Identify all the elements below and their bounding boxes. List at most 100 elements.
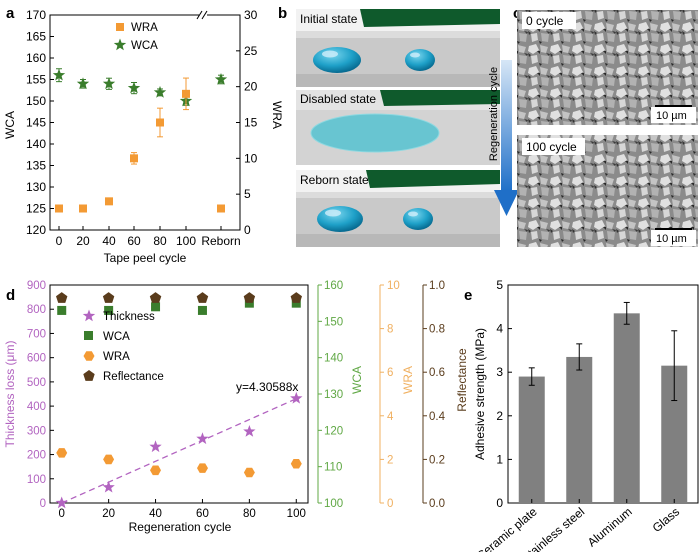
panel-a-x-tick-label: 40 [102,234,116,248]
thickness-fit-line [61,398,297,504]
adhesion-bar [566,356,593,503]
wca-axis-tick-label: 140 [324,353,343,365]
panel-a-left-tick-label: 130 [26,180,46,194]
legend-reflectance-marker [83,370,95,381]
panel-a-right-tick-label: 10 [244,151,258,165]
spread-water-film [311,114,439,152]
wra-point [55,204,63,213]
panel-e-y-tick-label: 0 [496,496,503,510]
scale-bar-label-1: 10 µm [656,110,687,122]
thickness-axis-tick-label: 100 [27,474,46,486]
panel-a-right-tick-label: 25 [244,44,258,58]
wra-point [156,118,164,127]
reflectance-point [102,292,115,303]
panel-a-left-tick-label: 135 [26,159,46,173]
sem-image-0-cycle: 0 cycle 10 µm [517,10,698,125]
panel-d-fit-equation: y=4.30588x [236,380,298,394]
panel-e-x-tick-label: Aluminum [585,505,635,550]
legend-wca-marker [113,38,127,51]
reflectance-axis-tick-label: 1.0 [429,280,445,292]
wra-point [182,89,190,98]
thickness-axis-tick-label: 700 [27,328,46,340]
wca-point [197,305,207,315]
thickness-point [196,432,209,445]
panel-a-right-tick-label: 30 [244,8,258,22]
thickness-axis-tick-label: 500 [27,377,46,389]
wra-point [130,154,138,163]
panel-a-left-tick-label: 150 [26,94,46,108]
reflectance-axis-tick-label: 0.8 [429,324,445,336]
legend-wca-marker [84,331,93,340]
panel-a-axis-break-gap [199,11,207,19]
panel-a-axis-break-mark [201,10,208,20]
thickness-point [55,496,68,509]
thickness-point [102,480,115,493]
thickness-axis-tick-label: 600 [27,353,46,365]
wra-point [56,448,68,458]
panel-d-ylabel-reflectance: Reflectance [455,348,469,412]
panel-d-xlabel: Regeneration cycle [129,520,232,534]
scale-bar-label-2: 10 µm [656,233,687,245]
panel-a-left-tick-label: 165 [26,30,46,44]
panel-label-a: a [6,5,15,22]
panel-a-ylabel-left: WCA [3,111,17,139]
wra-axis-tick-label: 2 [387,454,393,466]
wca-point [104,305,114,315]
wra-point [243,467,255,478]
legend-wra-label: WRA [131,22,158,34]
panel-e-y-tick-label: 3 [496,365,503,379]
legend-wra-marker [83,351,95,361]
panel-a-left-ticks: 120 125 130 135 140 145 150 155 160 165 170 [26,8,54,237]
panel-c: c Regeneration cycle 0 cycle 10 µm 100 c… [488,5,698,247]
panel-label-e: e [464,287,472,304]
reflectance-axis-tick-label: 0.6 [429,367,445,379]
wca-point [102,77,116,90]
sem-image-100-cycle: 100 cycle 10 µm [517,135,698,247]
water-droplet [403,208,433,230]
panel-a-x-tick-label: 80 [153,234,167,248]
wra-axis-tick-label: 8 [387,324,393,336]
wra-axis-tick-label: 10 [387,280,400,292]
wca-point [214,73,228,85]
reflectance-point [56,292,68,303]
caption-disabled-state: Disabled state [300,92,376,106]
water-droplet [405,49,435,71]
thickness-axis-tick-label: 0 [40,498,46,510]
panel-a-right-tick-label: 0 [244,223,251,237]
adhesion-bar [613,313,640,503]
legend-wca-label: WCA [131,40,158,52]
panel-a-x-tick-label: 100 [176,234,196,248]
wra-point [79,204,87,213]
photo-disabled-state: Disabled state [296,90,500,165]
wra-axis-tick-label: 4 [387,411,394,423]
wca-axis-tick-label: 130 [324,389,343,401]
panel-a-left-tick-label: 155 [26,73,46,87]
reflectance-point [149,292,162,303]
legend-thickness-marker [82,309,96,322]
reflectance-point [243,292,256,303]
panel-a-ylabel-right: WRA [270,101,284,129]
wca-point [127,81,141,94]
thickness-point [243,425,256,437]
wca-point [153,85,167,98]
panel-a-x-ticks: 0 20 40 60 80 100 Reborn [56,226,241,248]
panel-a-right-tick-label: 15 [244,116,258,130]
panel-e-y-tick-label: 1 [496,452,503,466]
panel-a-right-ticks: 0 5 10 15 20 25 30 [236,8,258,237]
panel-d-legend: Thickness WCA WRA Reflectance [82,309,164,383]
droplet-highlight [322,50,338,58]
panel-a-xlabel: Tape peel cycle [104,251,187,265]
thickness-axis-tick-label: 900 [27,280,46,292]
reflectance-point [196,292,209,303]
regeneration-arrow-shaft [501,60,512,192]
panel-d-ylabel-thickness: Thickness loss (μm) [3,341,17,448]
wca-point [52,68,66,81]
thickness-axis-tick-label: 400 [27,401,46,413]
wca-axis-tick-label: 120 [324,425,343,437]
legend-wra-label: WRA [103,351,130,363]
panel-a-left-tick-label: 170 [26,8,46,22]
water-droplet [317,206,363,232]
wca-point [151,302,161,312]
panel-d-x-tick-label: 40 [149,508,162,520]
